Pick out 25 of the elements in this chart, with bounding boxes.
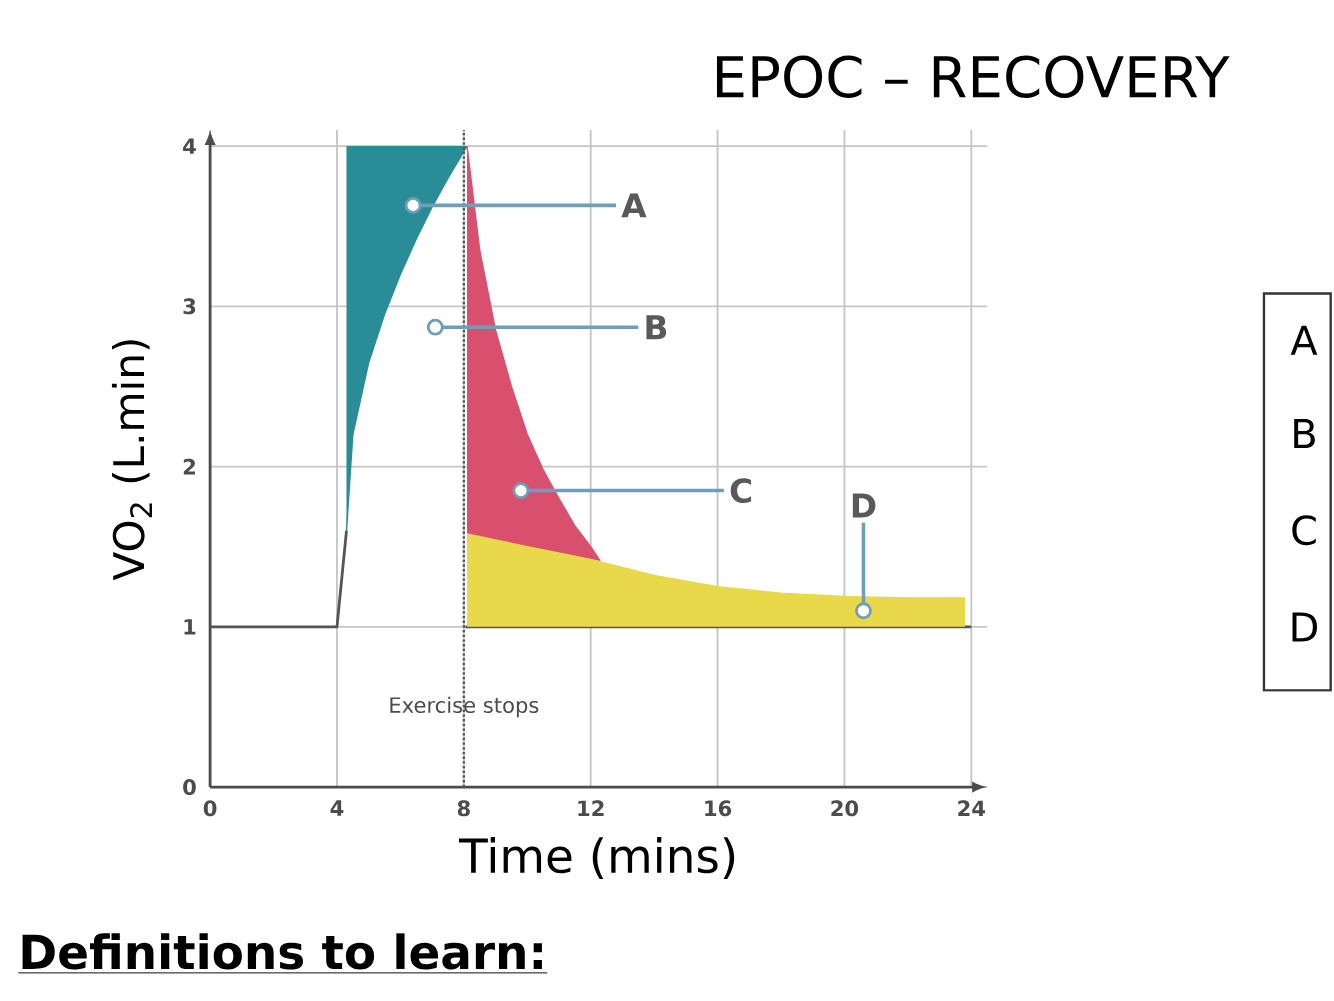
- x-tick-label: 20: [831, 800, 859, 817]
- y-tick-label: 4: [183, 138, 196, 155]
- y-tick-label: 1: [184, 619, 196, 635]
- y-tick-label: 3: [183, 298, 196, 315]
- y-tick-label: 2: [183, 459, 196, 475]
- y-axis-title: VO$_{2}$ (L.min): [111, 340, 152, 581]
- x-tick-label: 16: [705, 800, 732, 817]
- x-tick-label: 4: [330, 800, 344, 816]
- text: Definitions to learn:: [22, 933, 542, 970]
- x-tick-label: 12: [578, 800, 604, 817]
- annotation: D: [852, 493, 876, 518]
- x-tick-label: 0: [203, 800, 217, 817]
- chart-title: EPOC – RECOVERY: [716, 55, 1230, 99]
- annotation: C: [730, 478, 752, 504]
- x-tick-label: 8: [457, 800, 470, 817]
- y-tick-label: 0: [183, 779, 196, 796]
- text: C: [1292, 515, 1316, 546]
- ref-line-label: Exercise stops: [390, 696, 539, 718]
- x-axis-title: Time (mins): [458, 837, 735, 880]
- annotation: A: [621, 193, 647, 218]
- x-tick-label: 24: [958, 800, 986, 817]
- annotation: B: [646, 315, 667, 340]
- text: D: [1292, 612, 1317, 642]
- text: A: [1290, 325, 1318, 355]
- text: B: [1294, 419, 1315, 449]
